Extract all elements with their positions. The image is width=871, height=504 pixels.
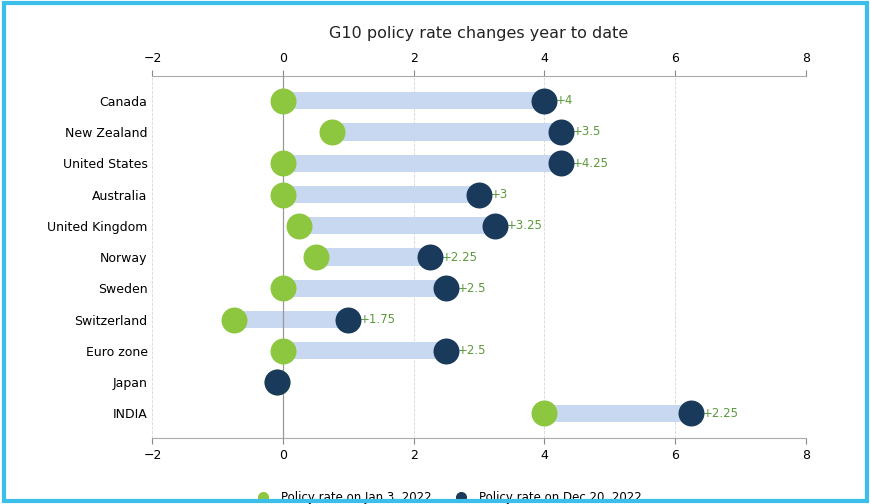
Point: [554, 128, 568, 136]
Point: [537, 409, 551, 417]
Point: [554, 159, 568, 167]
Bar: [544, 405, 692, 422]
Text: +3.25: +3.25: [507, 219, 543, 232]
Point: [276, 97, 290, 105]
Text: +2.25: +2.25: [442, 250, 478, 264]
Bar: [283, 186, 479, 203]
Point: [269, 378, 283, 386]
Bar: [283, 92, 544, 109]
Point: [440, 284, 454, 292]
Point: [276, 284, 290, 292]
Point: [489, 222, 503, 230]
Text: +3: +3: [491, 188, 508, 201]
Bar: [332, 123, 561, 141]
Point: [440, 347, 454, 355]
Bar: [300, 217, 496, 234]
Bar: [234, 311, 348, 328]
Point: [341, 316, 355, 324]
Legend: Policy rate on Jan 3, 2022, Policy rate on Dec 20, 2022: Policy rate on Jan 3, 2022, Policy rate …: [246, 486, 646, 504]
Text: +2.5: +2.5: [458, 282, 487, 295]
Text: +4: +4: [557, 94, 573, 107]
Point: [472, 191, 486, 199]
Point: [269, 378, 283, 386]
Text: +3.5: +3.5: [572, 125, 601, 139]
Point: [423, 253, 437, 261]
Bar: [316, 248, 430, 266]
Text: +2.5: +2.5: [458, 344, 487, 357]
Title: G10 policy rate changes year to date: G10 policy rate changes year to date: [329, 26, 629, 41]
Bar: [283, 342, 447, 359]
Point: [309, 253, 323, 261]
Text: +1.75: +1.75: [361, 313, 396, 326]
Point: [537, 97, 551, 105]
Bar: [283, 280, 447, 297]
Point: [276, 347, 290, 355]
Point: [325, 128, 339, 136]
Text: +4.25: +4.25: [572, 157, 609, 170]
Bar: [283, 155, 561, 172]
Point: [685, 409, 699, 417]
Point: [276, 159, 290, 167]
Point: [227, 316, 241, 324]
Point: [276, 191, 290, 199]
Point: [293, 222, 307, 230]
Text: +2.25: +2.25: [703, 407, 739, 420]
